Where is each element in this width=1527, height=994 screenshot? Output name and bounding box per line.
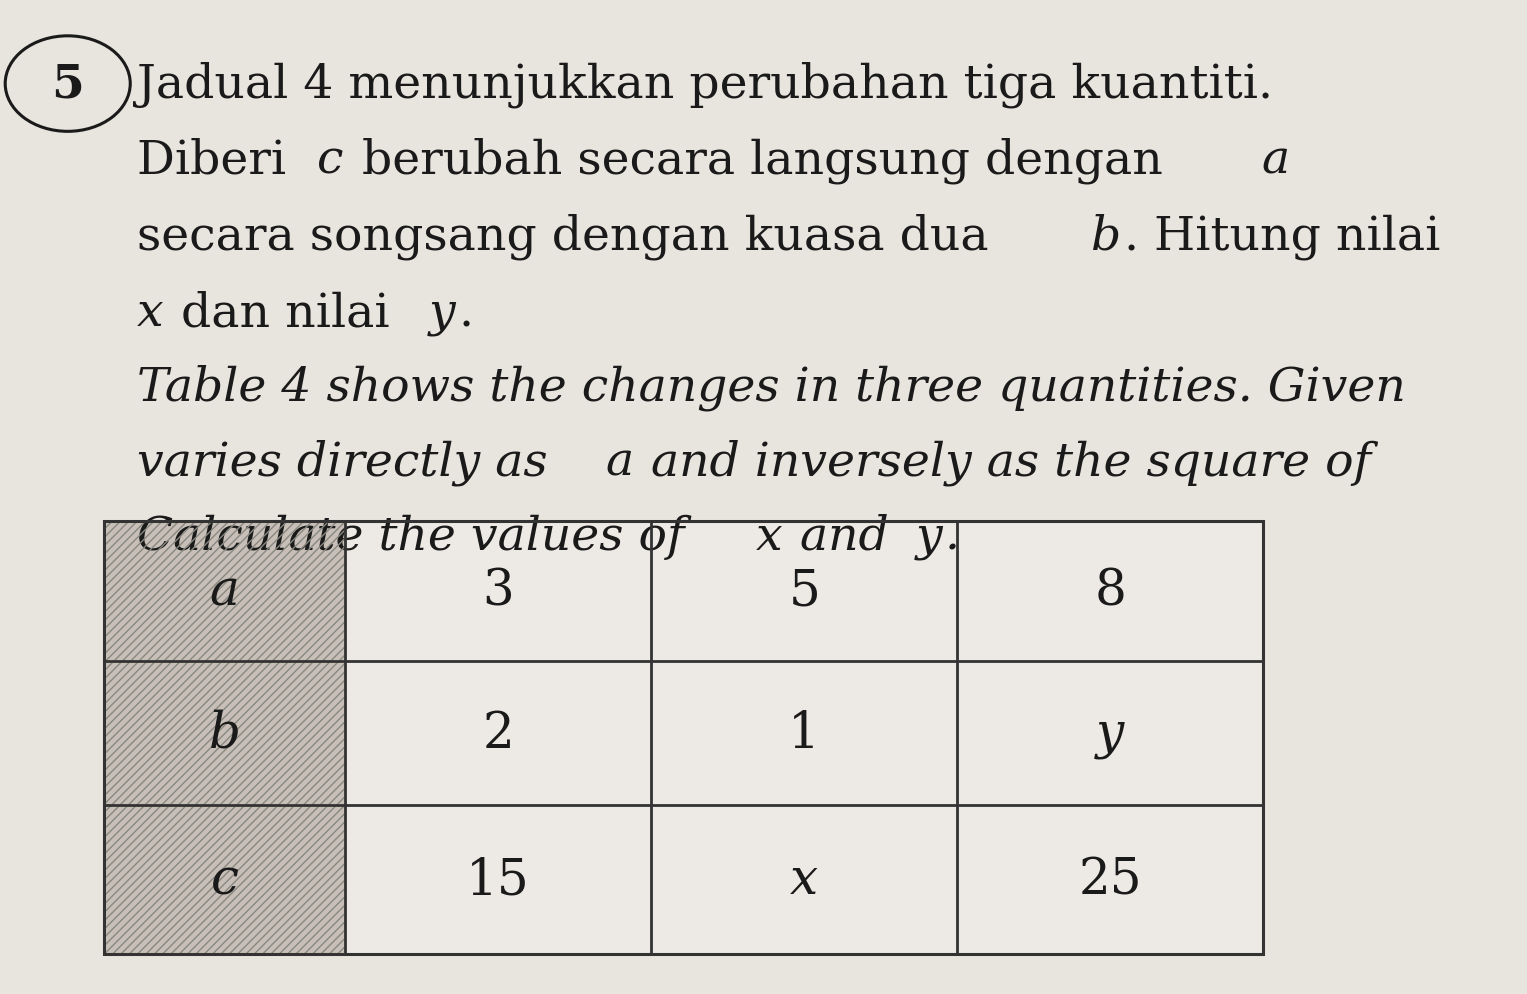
- Text: 5: 5: [52, 62, 84, 107]
- Bar: [104, 522, 345, 661]
- Text: .: .: [945, 514, 960, 560]
- Bar: [957, 805, 1263, 954]
- Text: 2: 2: [483, 709, 515, 757]
- Text: a: a: [209, 567, 240, 616]
- Text: b: b: [209, 709, 241, 757]
- Text: Calculate the values of: Calculate the values of: [137, 514, 699, 560]
- Text: x: x: [789, 855, 818, 905]
- Bar: [104, 805, 345, 954]
- Text: dan nilai: dan nilai: [166, 290, 405, 336]
- Text: berubah secara langsung dengan: berubah secara langsung dengan: [347, 138, 1177, 184]
- Text: Table 4 shows the changes in three quantities. Given: Table 4 shows the changes in three quant…: [137, 365, 1420, 411]
- Text: x: x: [756, 514, 782, 560]
- Text: . Hitung nilai: . Hitung nilai: [1124, 214, 1440, 259]
- Bar: [651, 522, 957, 661]
- Text: Jadual 4 menunjukkan perubahan tiga kuantiti.: Jadual 4 menunjukkan perubahan tiga kuan…: [137, 62, 1272, 107]
- Bar: [104, 661, 345, 805]
- Text: .: .: [458, 290, 473, 336]
- Text: x: x: [137, 290, 163, 336]
- Bar: [104, 805, 345, 954]
- Bar: [104, 522, 345, 661]
- Text: y: y: [916, 514, 942, 560]
- Bar: [104, 522, 1263, 954]
- Text: Diberi: Diberi: [137, 138, 301, 184]
- Text: b: b: [1090, 214, 1121, 259]
- Text: c: c: [211, 855, 238, 905]
- Bar: [345, 805, 651, 954]
- Text: varies directly as: varies directly as: [137, 439, 562, 485]
- Text: y: y: [429, 290, 455, 336]
- Text: a: a: [1261, 138, 1289, 184]
- Bar: [345, 522, 651, 661]
- Text: 15: 15: [466, 855, 530, 905]
- Bar: [345, 661, 651, 805]
- Text: and inversely as the square of: and inversely as the square of: [637, 439, 1387, 485]
- Text: secara songsang dengan kuasa dua: secara songsang dengan kuasa dua: [137, 214, 1003, 259]
- Text: a: a: [605, 439, 634, 485]
- Text: c: c: [318, 138, 344, 184]
- Text: 5: 5: [788, 567, 820, 616]
- Text: 1: 1: [788, 709, 820, 757]
- Bar: [104, 661, 345, 805]
- Text: y: y: [1096, 709, 1124, 757]
- Text: 25: 25: [1078, 855, 1142, 905]
- Bar: [651, 805, 957, 954]
- Bar: [651, 661, 957, 805]
- Text: 3: 3: [483, 567, 515, 616]
- Text: and: and: [785, 514, 904, 560]
- Bar: [957, 522, 1263, 661]
- Bar: [957, 661, 1263, 805]
- Text: 8: 8: [1095, 567, 1127, 616]
